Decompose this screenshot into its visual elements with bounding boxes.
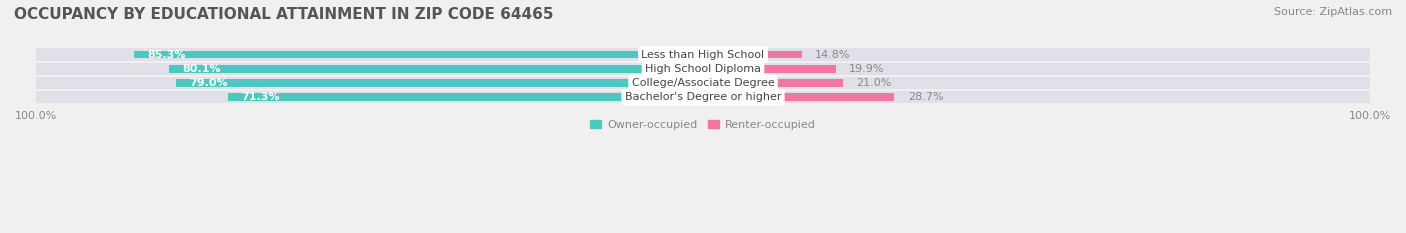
Text: Bachelor's Degree or higher: Bachelor's Degree or higher [624,92,782,102]
Bar [37,48,703,61]
Text: 85.3%: 85.3% [148,49,186,59]
Bar [703,91,1369,103]
Bar [37,63,703,75]
Text: High School Diploma: High School Diploma [645,64,761,74]
Legend: Owner-occupied, Renter-occupied: Owner-occupied, Renter-occupied [586,115,820,134]
Bar [703,65,835,72]
Text: College/Associate Degree: College/Associate Degree [631,78,775,88]
Bar [703,63,1369,75]
Bar [134,51,703,58]
Bar [169,65,703,72]
Text: OCCUPANCY BY EDUCATIONAL ATTAINMENT IN ZIP CODE 64465: OCCUPANCY BY EDUCATIONAL ATTAINMENT IN Z… [14,7,554,22]
Bar [703,48,1369,61]
Bar [228,93,703,101]
Text: Source: ZipAtlas.com: Source: ZipAtlas.com [1274,7,1392,17]
Text: 19.9%: 19.9% [849,64,884,74]
Bar [703,51,801,58]
Text: 14.8%: 14.8% [815,49,851,59]
Bar [703,77,1369,89]
Text: 71.3%: 71.3% [240,92,280,102]
Bar [703,79,844,87]
Bar [37,91,703,103]
Text: 80.1%: 80.1% [183,64,221,74]
Bar [703,93,894,101]
Bar [37,77,703,89]
Text: 21.0%: 21.0% [856,78,891,88]
Text: Less than High School: Less than High School [641,49,765,59]
Text: 79.0%: 79.0% [190,78,228,88]
Bar [176,79,703,87]
Text: 28.7%: 28.7% [908,92,943,102]
